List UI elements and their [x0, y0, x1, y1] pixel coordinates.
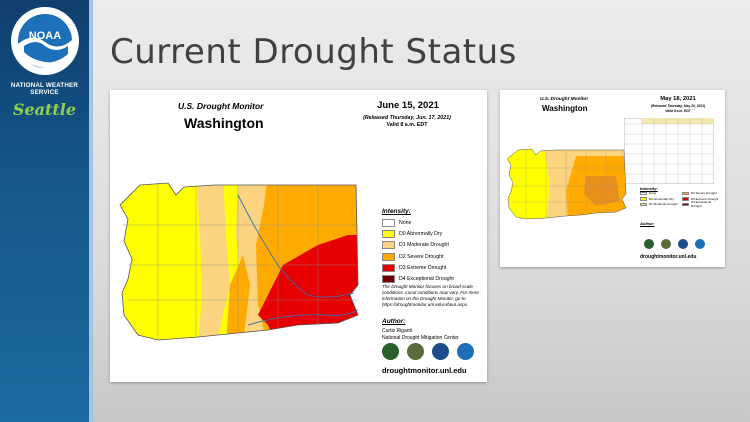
legend-row-d2: D2 Severe Drought: [682, 191, 722, 196]
small-map-valid: Valid 8 a.m. EDT: [665, 109, 691, 113]
legend-swatch: [640, 197, 647, 201]
legend-label: None: [649, 191, 657, 196]
legend-swatch: [382, 230, 395, 239]
small-map-date: May 18, 2021: [660, 96, 696, 102]
office-name: Seattle: [12, 100, 77, 119]
usda-logo-icon: [382, 343, 399, 360]
legend-swatch: [382, 219, 395, 227]
legend-label: D4 Exceptional Drought: [399, 275, 454, 282]
main-map-date: June 15, 2021: [377, 100, 439, 111]
legend-row-d1: D1 Moderate Drought: [382, 240, 454, 250]
legend-row-d0: D0 Abnormally Dry: [382, 229, 454, 239]
legend-row-none: None: [382, 218, 454, 228]
legend-row-d1: D1 Moderate Drought: [640, 202, 680, 207]
legend-row-d3: D3 Extreme Drought: [682, 197, 722, 202]
small-map-intensity-label: Intensity:: [640, 186, 658, 191]
legend-label: D0 Abnormally Dry: [399, 231, 443, 238]
legend-row-d0: D0 Abnormally Dry: [640, 197, 680, 202]
legend-swatch: [682, 202, 689, 206]
small-map-released: (Released Thursday, May 20, 2021): [650, 104, 706, 108]
legend-swatch: [640, 202, 647, 206]
main-map-legend: None D0 Abnormally Dry D1 Moderate Droug…: [382, 218, 454, 285]
noaa-logo-text: NOAA: [29, 30, 61, 42]
legend-label: None: [399, 220, 412, 226]
doc-seal-icon: [678, 239, 688, 249]
small-washington-drought-map: [506, 148, 627, 220]
main-map-logos: [382, 343, 474, 360]
main-map-released: (Released Thursday, Jun. 17, 2021): [363, 115, 451, 121]
small-map-statistics-table: [624, 118, 714, 184]
ndmc-seal-icon: [661, 239, 671, 249]
legend-row-d2: D2 Severe Drought: [382, 252, 454, 262]
legend-swatch: [640, 191, 647, 195]
legend-label: D1 Moderate Drought: [399, 242, 449, 249]
legend-swatch: [682, 191, 689, 195]
legend-label: D2 Severe Drought: [399, 253, 444, 260]
agency-name: NATIONAL WEATHER SERVICE: [10, 82, 79, 96]
slide-title: Current Drought Status: [110, 32, 517, 72]
small-map-header: U.S. Drought Monitor: [540, 97, 589, 102]
doc-seal-icon: [432, 343, 449, 360]
main-map-author-label: Author:: [382, 318, 406, 325]
small-map-logos: [644, 239, 705, 249]
legend-label: D0 Abnormally Dry: [649, 196, 675, 201]
washington-drought-map: [119, 182, 359, 341]
small-map-author-label: Author:: [640, 221, 655, 226]
author-name: Curtis Riganti: [382, 328, 413, 334]
sidebar: NOAA NATIONAL WEATHER SERVICE Seattle: [0, 0, 93, 422]
noaa-logo-icon: NOAA: [11, 7, 79, 75]
main-map-url: droughtmonitor.unl.edu: [382, 366, 467, 375]
legend-label: D1 Moderate Drought: [649, 202, 678, 207]
small-map-state: Washington: [542, 104, 588, 113]
legend-label: D4 Exceptional Drought: [690, 200, 712, 209]
main-map-valid: Valid 8 a.m. EDT: [386, 122, 428, 128]
previous-drought-map-card: U.S. Drought Monitor Washington May 18, …: [500, 90, 725, 267]
noaa-seal-icon: [457, 343, 474, 360]
legend-swatch: [382, 252, 395, 261]
legend-label: D2 Severe Drought: [691, 191, 717, 196]
main-map-header: U.S. Drought Monitor: [178, 101, 264, 111]
main-map-state: Washington: [184, 115, 264, 131]
legend-row-d3: D3 Extreme Drought: [382, 263, 454, 273]
ndmc-seal-icon: [407, 343, 424, 360]
main-drought-map-card: U.S. Drought Monitor Washington June 15,…: [110, 90, 487, 382]
small-map-url: droughtmonitor.unl.edu: [640, 254, 697, 260]
legend-label: D3 Extreme Drought: [399, 264, 447, 271]
main-map-author: Curtis Riganti National Drought Mitigati…: [382, 328, 459, 341]
legend-row-d4: D4 Exceptional Drought: [382, 274, 454, 284]
sidebar-stripe: [89, 0, 93, 422]
legend-swatch: [382, 241, 395, 250]
legend-swatch: [382, 274, 395, 283]
small-map-legend: None D2 Severe Drought D0 Abnormally Dry…: [640, 191, 722, 209]
legend-row-none: None: [640, 191, 680, 196]
usda-logo-icon: [644, 239, 654, 249]
noaa-seal-icon: [695, 239, 705, 249]
legend-row-d4: D4 Exceptional Drought: [682, 200, 722, 209]
author-org: National Drought Mitigation Center: [382, 334, 459, 341]
legend-swatch: [682, 197, 689, 201]
main-map-note: The Drought Monitor focuses on broad-sca…: [382, 284, 479, 307]
legend-swatch: [382, 263, 395, 272]
main-map-intensity-label: Intensity:: [382, 208, 411, 215]
legend-label: D3 Extreme Drought: [691, 196, 719, 201]
